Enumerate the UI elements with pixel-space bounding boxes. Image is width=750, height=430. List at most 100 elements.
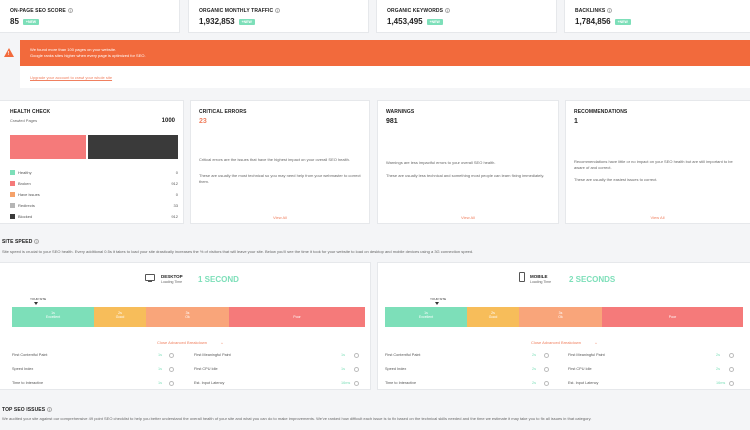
mobile-icon [519,272,525,282]
legend-row-healthy: Healthy 0 [10,170,178,176]
metric-first-cpu-idle: First CPU Idle [194,367,218,371]
metric-value: 1s [341,367,346,371]
view-all-link[interactable]: View All [461,215,475,220]
metric-value: 2s [532,353,537,357]
info-icon[interactable] [169,353,174,358]
info-icon[interactable] [169,381,174,386]
speed-segment-poor: Poor [602,307,743,327]
info-icon[interactable] [544,353,549,358]
your-site-marker: YOUR SITE [30,297,47,301]
info-icon[interactable]: i [275,8,281,14]
alert-banner [20,40,750,66]
metric-label: BACKLINKS [575,8,606,14]
metric-value: 16ms [716,381,726,385]
card-value: 981 [386,118,398,125]
top-issues-title: TOP SEO ISSUES i [2,407,53,413]
metric-value: 2s [532,381,537,385]
info-icon[interactable]: i [34,239,40,245]
metric-time-to-interactive: Time to Interactive [12,381,44,385]
health-bar-blocked [88,135,178,159]
card-desc-1: Recommendations have little or no impact… [574,159,733,170]
info-icon[interactable] [169,367,174,372]
metric-value: 1s [158,381,163,385]
chevron-up-icon[interactable]: ^ [221,341,223,346]
top-issues-desc: We audited your site against our compreh… [2,416,592,421]
close-breakdown-link[interactable]: Close Advanced Breakdown [531,340,582,345]
metric-card-organic-traffic: ORGANIC MONTHLY TRAFFIC i 1,932,853 +NEW [188,0,369,33]
card-title: WARNINGS [386,109,415,115]
speed-segment-ok: 3s Ok [146,307,229,327]
info-icon[interactable] [544,367,549,372]
new-badge: +NEW [426,18,443,25]
alert-line-1: We found more than 100 pages on your web… [30,47,117,52]
card-title: CRITICAL ERRORS [199,109,247,115]
speed-segment-poor: Poor [229,307,365,327]
info-icon[interactable] [729,381,734,386]
metric-time-to-interactive: Time to Interactive [385,381,417,385]
loading-time: 1 SECOND [198,275,239,284]
metric-value: 2s [716,367,721,371]
view-all-link[interactable]: View All [273,215,287,220]
crawled-pages-value: 1000 [161,118,175,124]
info-icon[interactable] [354,353,359,358]
card-desc-1: Critical errors are the issues that have… [199,157,350,162]
marker-arrow-icon [435,302,439,305]
metric-value: 1,932,853 [199,17,235,26]
legend-swatch [10,170,15,176]
info-icon[interactable] [354,381,359,386]
view-all-link[interactable]: View All [650,215,665,220]
device-sub: Loading Time [161,280,183,284]
legend-swatch [10,192,15,198]
legend-row-redirects: Redirects 33 [10,203,178,209]
metric-value: 1,784,856 [575,17,611,26]
health-bar-broken [10,135,86,159]
close-breakdown-link[interactable]: Close Advanced Breakdown [157,340,208,345]
legend-row-broken: Broken 912 [10,181,178,187]
health-check-title: HEALTH CHECK [10,109,51,115]
legend-swatch [10,203,15,209]
chevron-up-icon[interactable]: ^ [595,341,597,346]
card-desc-2: These are usually less technical and som… [386,173,545,178]
metric-label: ORGANIC MONTHLY TRAFFIC [199,8,274,14]
health-bar [10,135,178,159]
speed-segment-good: 2s Good [467,307,519,327]
site-speed-desc: Site speed is crucial to your SEO health… [2,249,474,254]
device-label: MOBILE [530,274,548,279]
metric-value: 1s [158,353,163,357]
new-badge: +NEW [614,18,631,25]
crawl-limit-alert: ! We found more than 100 pages on your w… [4,40,750,88]
info-icon[interactable] [729,353,734,358]
health-check-card: HEALTH CHECK Crawled Pages 1000 Healthy 0… [0,100,184,224]
info-icon[interactable] [354,367,359,372]
critical-errors-card: CRITICAL ERRORS 23 Critical errors are t… [190,100,370,224]
metric-speed-index: Speed Index [385,367,407,371]
crawled-pages-label: Crawled Pages [10,118,38,123]
metric-value: 16ms [341,381,351,385]
info-icon[interactable]: i [607,8,613,14]
info-icon[interactable]: i [47,407,53,413]
loading-time: 2 SECONDS [569,275,616,284]
device-sub: Loading Time [530,280,552,284]
card-desc-1: Warnings are less impactful errors to yo… [386,160,496,165]
legend-swatch [10,214,15,220]
metric-speed-index: Speed Index [12,367,34,371]
info-icon[interactable] [729,367,734,372]
metric-card-backlinks: BACKLINKS i 1,784,856 +NEW [564,0,750,33]
metric-est-input-latency: Est. Input Latency [194,381,225,385]
metric-first-contentful-paint: First Contentful Paint [385,353,421,357]
upgrade-link[interactable]: Upgrade your account to crawl your whole… [30,75,113,80]
metric-first-meaningful-paint: First Meaningful Paint [194,353,231,357]
metric-value: 1s [341,353,346,357]
metric-first-meaningful-paint: First Meaningful Paint [568,353,605,357]
info-icon[interactable] [544,381,549,386]
alert-line-2: Google ranks sites higher when every pag… [30,52,146,58]
speed-segment-good: 2s Good [94,307,146,327]
speed-segment-ok: 3s Ok [519,307,602,327]
info-icon[interactable]: i [445,8,451,14]
info-icon[interactable]: i [67,8,73,14]
speed-segment-excellent: 1s Excellent [12,307,94,327]
mobile-speed-panel: MOBILE Loading Time 2 SECONDS YOUR SITE … [377,262,750,390]
metric-value: 1s [158,367,163,371]
marker-arrow-icon [34,302,38,305]
card-value: 23 [199,118,207,125]
